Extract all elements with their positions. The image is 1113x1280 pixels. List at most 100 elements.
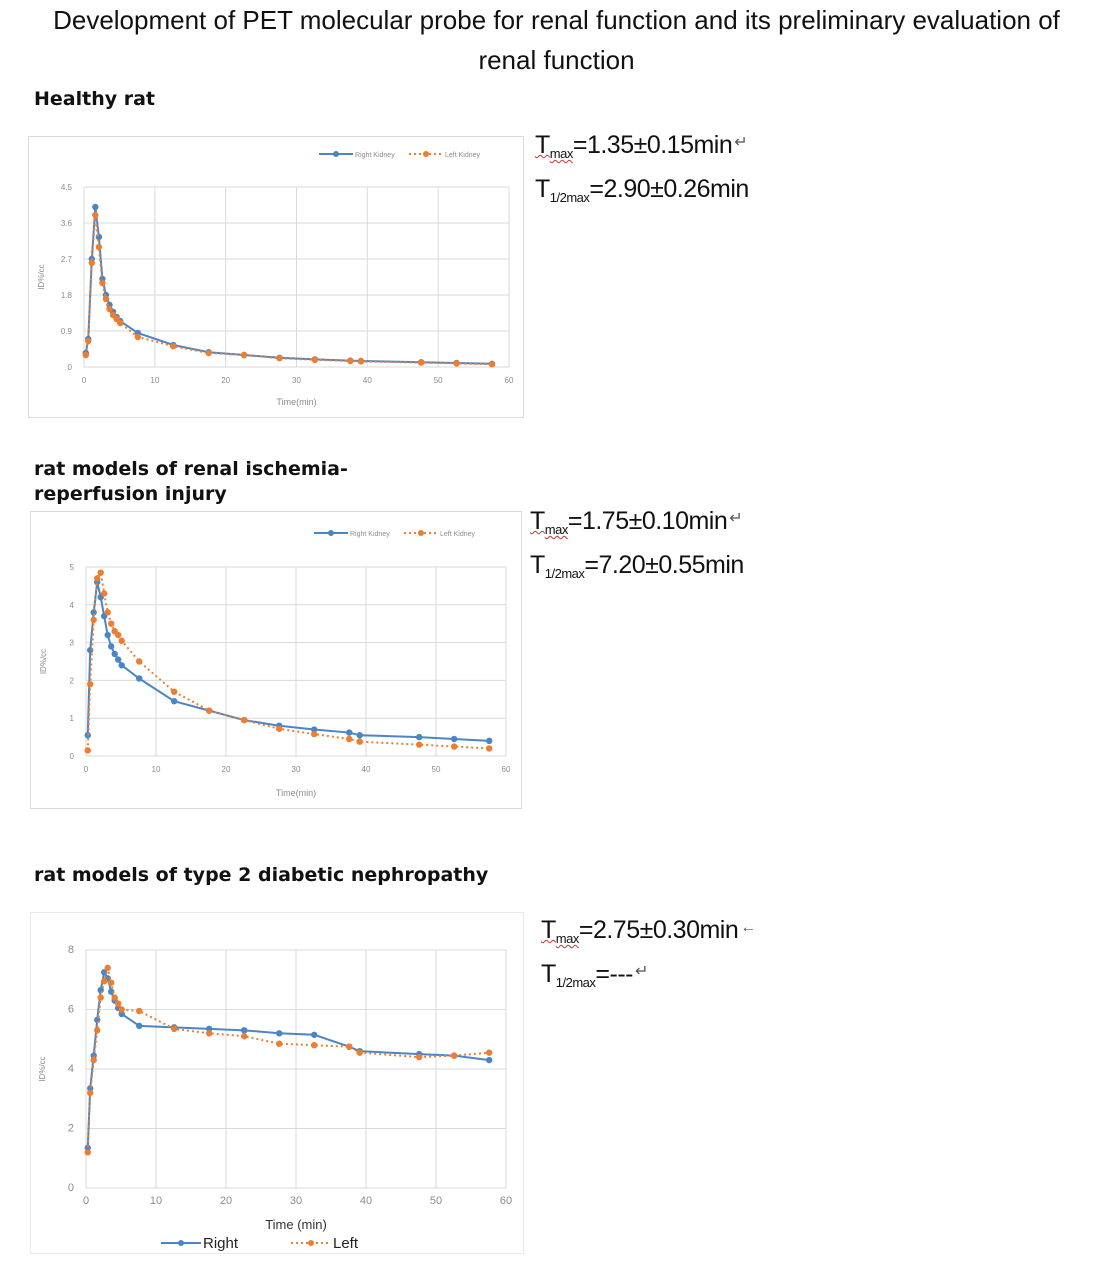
data-point-left [241, 1033, 248, 1040]
data-point-right-kidney [136, 675, 143, 682]
data-point-left-kidney [118, 637, 125, 644]
y-tick-label: 4 [70, 601, 75, 610]
data-point-left-kidney [311, 356, 319, 363]
stat-tmax: Tmax=2.75±0.30min ← [541, 916, 756, 960]
y-axis-label: ID%/cc [38, 1056, 47, 1081]
y-tick-label: 1.8 [61, 291, 73, 300]
x-tick-label: 50 [434, 376, 443, 385]
data-point-right-kidney [92, 203, 99, 211]
data-point-left-kidney [136, 658, 143, 665]
x-tick-label: 20 [221, 376, 230, 385]
data-point-right [276, 1030, 283, 1037]
legend-marker [423, 151, 429, 157]
legend-label: Left Kidney [445, 152, 481, 159]
data-point-left-kidney [134, 333, 142, 341]
y-tick-label: 4 [68, 1063, 74, 1075]
data-point-right-kidney [451, 735, 458, 743]
chart-diabetic-svg: 0 10 20 30 40 50 60 0 2 4 6 8 Time (min) ID%/cc Right L… [38, 944, 512, 1252]
data-point-left [111, 994, 118, 1001]
data-point-right-kidney [111, 650, 118, 658]
x-tick-label: 40 [362, 765, 371, 774]
data-point-right [311, 1031, 318, 1038]
data-point-left [171, 1025, 178, 1033]
data-point-left-kidney [101, 590, 108, 597]
y-tick-label: 8 [68, 944, 74, 956]
data-point-left-kidney [90, 616, 97, 624]
data-point-left-kidney [88, 259, 95, 267]
data-point-left-kidney [102, 295, 110, 303]
legend-marker [178, 1240, 184, 1246]
data-point-left-kidney [453, 360, 460, 367]
data-point-left-kidney [92, 211, 99, 219]
data-point-left-kidney [171, 688, 178, 695]
chart-healthy-svg: 0 10 20 30 40 50 60 0 0.9 1.8 2.7 3.6 4.5 Time(min) ID… [37, 151, 514, 407]
series-line-left [86, 967, 490, 1153]
x-tick-label: 30 [292, 765, 301, 774]
data-point-left-kidney [417, 359, 425, 366]
stat-sub: max [555, 931, 580, 946]
data-point-right-kidney [118, 662, 125, 669]
data-point-left [346, 1043, 353, 1050]
data-point-left-kidney [356, 738, 363, 745]
data-point-left [97, 994, 104, 1001]
section-heading-healthy: Healthy rat [34, 87, 155, 112]
data-point-left-kidney [357, 358, 365, 365]
x-tick-label: 50 [430, 1195, 442, 1207]
data-point-left-kidney [106, 305, 113, 313]
stat-value: =2.75±0.30min [578, 916, 739, 944]
stat-sub: max [544, 522, 569, 537]
x-tick-label: 60 [505, 376, 514, 385]
chart-ischemia: 0 10 20 30 40 50 60 0 1 2 3 4 5 Time(min) ID%/cc Right … [30, 511, 522, 809]
y-tick-label: 0 [68, 363, 73, 372]
data-point-left [136, 1007, 143, 1015]
data-point-left [118, 1006, 125, 1013]
y-tick-label: 3.6 [61, 219, 73, 228]
data-point-right-kidney [346, 729, 353, 736]
y-tick-label: 2 [70, 676, 75, 685]
return-mark: ↵ [729, 510, 743, 527]
stat-thalf: T1/2max=7.20±0.55min [530, 551, 744, 595]
data-point-left-kidney [115, 631, 122, 639]
data-point-left-kidney [104, 609, 111, 616]
section-heading-line: Healthy rat [34, 88, 156, 110]
series-line-left-kidney [84, 214, 493, 366]
stats-ischemia: Tmax=1.75±0.10min ↵ T1/2max=7.20±0.55min [530, 507, 744, 595]
y-tick-label: 4.5 [61, 183, 73, 192]
legend-marker [328, 530, 334, 536]
legend-label: Right [203, 1235, 239, 1252]
data-point-left-kidney [488, 361, 496, 368]
return-mark: ↵ [734, 134, 748, 151]
data-point-left [90, 1056, 97, 1064]
data-point-left-kidney [84, 747, 91, 754]
data-point-right-kidney [311, 726, 318, 733]
data-point-left [486, 1049, 493, 1056]
data-point-right-kidney [104, 631, 111, 639]
data-point-right-kidney [171, 697, 178, 705]
data-point-left-kidney [346, 735, 353, 743]
data-point-right-kidney [416, 733, 423, 741]
data-point-left [206, 1030, 213, 1037]
x-tick-label: 0 [83, 1195, 89, 1207]
x-tick-label: 60 [500, 1195, 512, 1207]
data-point-right-kidney [90, 609, 97, 616]
stat-label: T [541, 916, 556, 944]
data-point-left [356, 1049, 363, 1056]
page-title: Development of PET molecular probe for r… [0, 0, 1113, 80]
data-point-right-kidney [486, 737, 493, 745]
y-tick-label: 0 [68, 1182, 74, 1194]
data-point-left-kidney [82, 351, 89, 359]
data-point-left-kidney [94, 575, 101, 582]
data-point-left-kidney [451, 743, 458, 750]
data-point-right [486, 1056, 493, 1064]
data-point-right [206, 1025, 213, 1033]
data-point-left-kidney [205, 349, 212, 357]
data-point-right [84, 1144, 91, 1152]
data-point-right [136, 1022, 143, 1030]
stat-sub: 1/2max [549, 190, 590, 205]
y-axis-label: ID%/cc [39, 649, 48, 674]
series-line-right-kidney [86, 581, 490, 742]
section-heading-line: rat models of type 2 diabetic nephropath… [34, 864, 489, 886]
data-point-right-kidney [115, 656, 122, 663]
data-point-left-kidney [416, 741, 423, 748]
x-tick-label: 0 [82, 376, 87, 385]
